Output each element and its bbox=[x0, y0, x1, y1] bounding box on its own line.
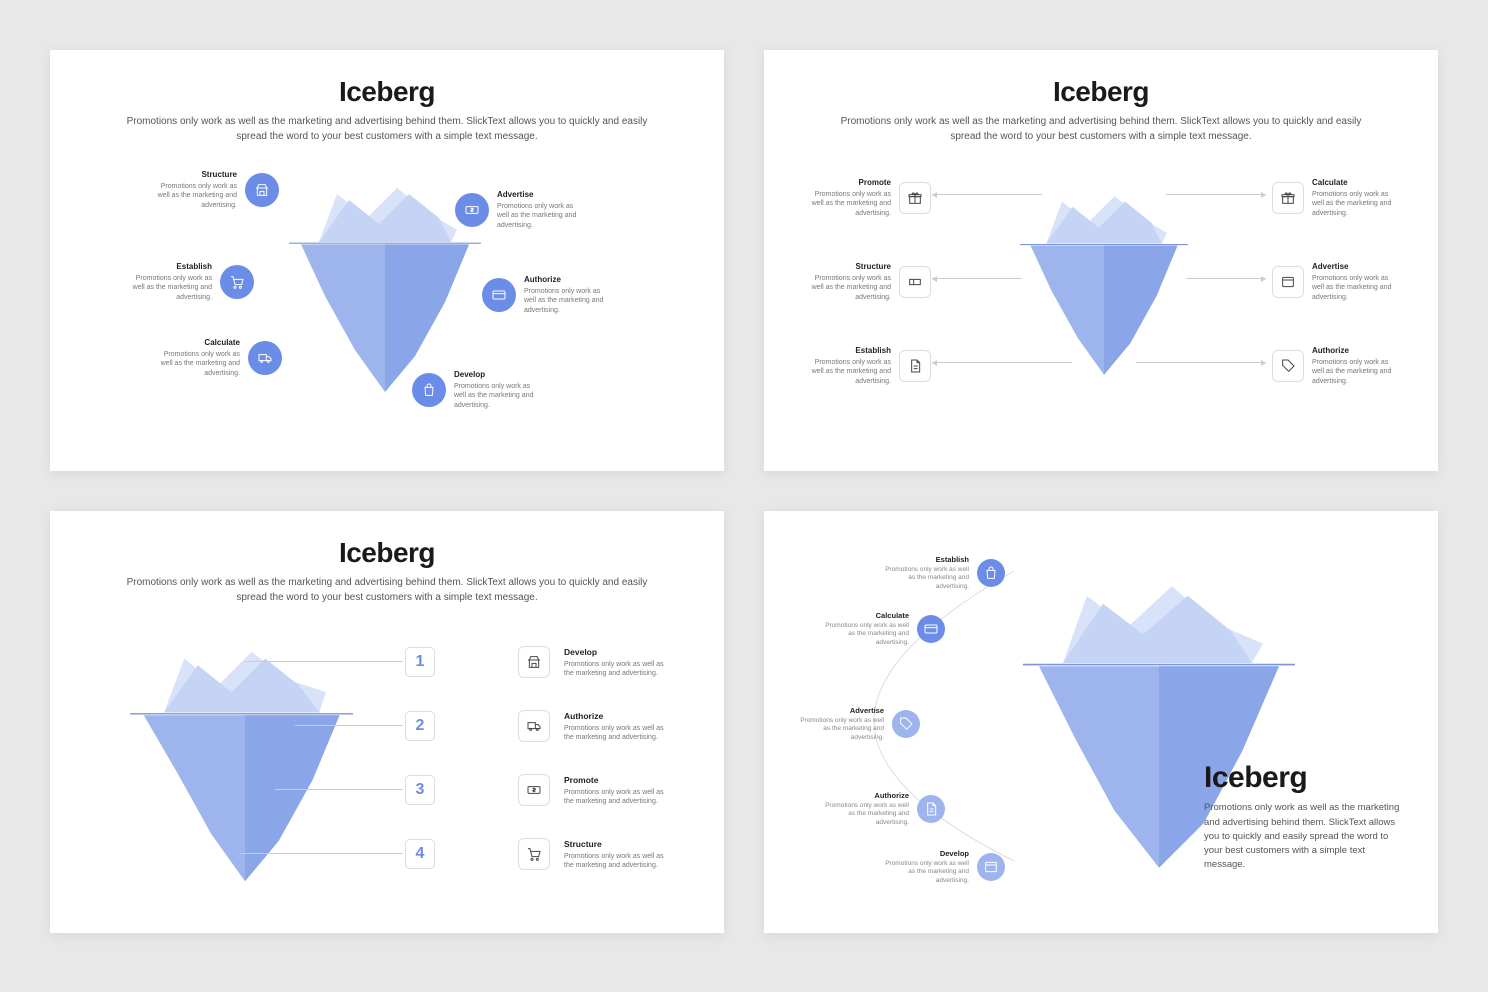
row-structure: 4 StructurePromotions only work as well … bbox=[405, 838, 674, 870]
item-authorize: AuthorizePromotions only work as well as… bbox=[819, 791, 945, 827]
connector-line bbox=[1136, 362, 1266, 363]
label: Structure bbox=[809, 262, 891, 272]
tag-icon bbox=[892, 710, 920, 738]
callout-advertise: AdvertisePromotions only work as well as… bbox=[455, 190, 579, 230]
callout-authorize: AuthorizePromotions only work as well as… bbox=[482, 275, 606, 315]
label: Advertise bbox=[1312, 262, 1394, 272]
ticket-icon bbox=[899, 266, 931, 298]
label: Advertise bbox=[794, 706, 884, 716]
row-develop: 1 DevelopPromotions only work as well as… bbox=[405, 646, 674, 678]
slide-3-subtitle: Promotions only work as well as the mark… bbox=[50, 575, 724, 605]
doc-icon bbox=[917, 795, 945, 823]
slide-4-text-block: Iceberg Promotions only work as well as … bbox=[1204, 761, 1404, 872]
slide-1-title: Iceberg bbox=[50, 76, 724, 108]
label: Authorize bbox=[819, 791, 909, 801]
number-4: 4 bbox=[405, 839, 435, 869]
label: Promote bbox=[564, 775, 674, 786]
label: Calculate bbox=[158, 338, 240, 348]
slide-2-title: Iceberg bbox=[764, 76, 1438, 108]
truck-icon bbox=[248, 341, 282, 375]
label: Calculate bbox=[819, 611, 909, 621]
window-icon bbox=[1272, 266, 1304, 298]
bag-icon bbox=[412, 373, 446, 407]
label: Promote bbox=[809, 178, 891, 188]
slide-1-subtitle: Promotions only work as well as the mark… bbox=[50, 114, 724, 144]
gift-icon bbox=[1272, 182, 1304, 214]
label: Establish bbox=[809, 346, 891, 356]
number-3: 3 bbox=[405, 775, 435, 805]
slide-4-subtitle: Promotions only work as well as the mark… bbox=[1204, 801, 1404, 872]
callout-calculate: CalculatePromotions only work as well as… bbox=[158, 338, 282, 378]
label: Authorize bbox=[524, 275, 606, 285]
tag-icon bbox=[1272, 350, 1304, 382]
card-icon bbox=[482, 278, 516, 312]
item-establish: EstablishPromotions only work as well as… bbox=[879, 555, 1005, 591]
callout-develop: DevelopPromotions only work as well as t… bbox=[412, 370, 536, 410]
label: Establish bbox=[130, 262, 212, 272]
card-icon bbox=[917, 615, 945, 643]
store-icon bbox=[518, 646, 550, 678]
callout-advertise: AdvertisePromotions only work as well as… bbox=[1272, 262, 1394, 302]
slide-3-title: Iceberg bbox=[50, 537, 724, 569]
doc-icon bbox=[899, 350, 931, 382]
label: Authorize bbox=[564, 711, 674, 722]
store-icon bbox=[245, 173, 279, 207]
connector-line bbox=[932, 194, 1042, 195]
iceberg-graphic bbox=[110, 613, 380, 893]
connector-line bbox=[275, 789, 403, 790]
label: Calculate bbox=[1312, 178, 1394, 188]
number-2: 2 bbox=[405, 711, 435, 741]
connector-line bbox=[932, 362, 1072, 363]
label: Develop bbox=[454, 370, 536, 380]
cart-icon bbox=[220, 265, 254, 299]
row-promote: 3 PromotePromotions only work as well as… bbox=[405, 774, 674, 806]
slide-1-iceberg-bubbles: Iceberg Promotions only work as well as … bbox=[50, 50, 724, 471]
callout-structure: StructurePromotions only work as well as… bbox=[155, 170, 279, 210]
connector-line bbox=[295, 725, 403, 726]
callout-establish: EstablishPromotions only work as well as… bbox=[130, 262, 254, 302]
slide-4-iceberg-arc: Establish Promotions only work as well as… bbox=[764, 511, 1438, 932]
cart-icon bbox=[518, 838, 550, 870]
connector-line bbox=[240, 853, 403, 854]
window-icon bbox=[977, 853, 1005, 881]
connector-line bbox=[1166, 194, 1266, 195]
item-develop: DevelopPromotions only work as well as t… bbox=[879, 849, 1005, 885]
slide-2-subtitle: Promotions only work as well as the mark… bbox=[764, 114, 1438, 144]
callout-establish: EstablishPromotions only work as well as… bbox=[809, 346, 931, 386]
number-1: 1 bbox=[405, 647, 435, 677]
label: Structure bbox=[155, 170, 237, 180]
callout-calculate: CalculatePromotions only work as well as… bbox=[1272, 178, 1394, 218]
row-authorize: 2 AuthorizePromotions only work as well … bbox=[405, 710, 674, 742]
label: Advertise bbox=[497, 190, 579, 200]
callout-promote: PromotePromotions only work as well as t… bbox=[809, 178, 931, 218]
truck-icon bbox=[518, 710, 550, 742]
connector-line bbox=[932, 278, 1022, 279]
iceberg-graphic bbox=[265, 148, 505, 408]
label: Establish bbox=[879, 555, 969, 565]
callout-authorize: AuthorizePromotions only work as well as… bbox=[1272, 346, 1394, 386]
item-advertise: AdvertisePromotions only work as well as… bbox=[794, 706, 920, 742]
slide-3-iceberg-numbered: Iceberg Promotions only work as well as … bbox=[50, 511, 724, 932]
callout-structure: StructurePromotions only work as well as… bbox=[809, 262, 931, 302]
label: Develop bbox=[564, 647, 674, 658]
label: Authorize bbox=[1312, 346, 1394, 356]
dollar-icon bbox=[518, 774, 550, 806]
gift-icon bbox=[899, 182, 931, 214]
slide-4-title: Iceberg bbox=[1204, 761, 1404, 795]
label: Structure bbox=[564, 839, 674, 850]
connector-line bbox=[245, 661, 403, 662]
bag-icon bbox=[977, 559, 1005, 587]
connector-line bbox=[1186, 278, 1266, 279]
slide-2-iceberg-arrows: Iceberg Promotions only work as well as … bbox=[764, 50, 1438, 471]
label: Develop bbox=[879, 849, 969, 859]
item-calculate: CalculatePromotions only work as well as… bbox=[819, 611, 945, 647]
dollar-icon bbox=[455, 193, 489, 227]
